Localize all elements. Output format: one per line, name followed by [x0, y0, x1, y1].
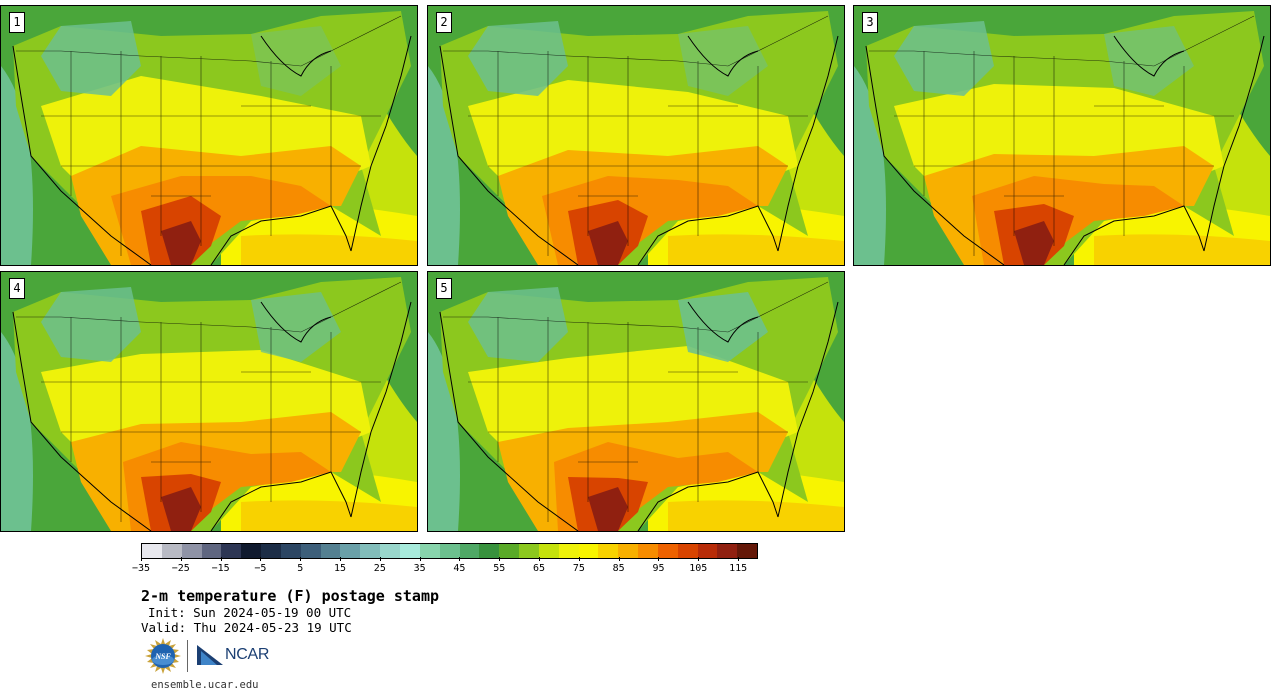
colorbar-bin — [320, 544, 341, 558]
member-4-map: 4 — [0, 271, 418, 532]
colorbar-bin — [578, 544, 599, 558]
colorbar-tick-mark — [220, 557, 222, 561]
colorbar-bin — [340, 544, 361, 558]
member-label: 5 — [436, 278, 452, 299]
colorbar-bin — [459, 544, 480, 558]
colorbar-bin — [697, 544, 718, 558]
logo-divider — [187, 640, 188, 672]
member-3-map: 3 — [853, 5, 1271, 266]
colorbar-bin — [558, 544, 579, 558]
colorbar-bin — [657, 544, 678, 558]
colorbar-bin — [399, 544, 420, 558]
colorbar-bin — [181, 544, 202, 558]
colorbar-tick-label: −35 — [131, 563, 151, 574]
colorbar-tick-mark — [459, 557, 461, 561]
colorbar-bin — [201, 544, 222, 558]
colorbar-bin — [380, 544, 400, 558]
colorbar-bin — [360, 544, 381, 558]
colorbar-bin — [598, 544, 619, 558]
colorbar-tick-mark — [738, 557, 740, 561]
colorbar-bin — [300, 544, 321, 558]
colorbar-tick-mark — [379, 557, 381, 561]
colorbar-tick-label: −5 — [254, 563, 267, 574]
colorbar-bin — [142, 544, 162, 558]
colorbar-bin — [479, 544, 500, 558]
colorbar-bin — [638, 544, 658, 558]
nsf-logo-text: NSF — [154, 652, 171, 661]
colorbar-bin — [538, 544, 559, 558]
colorbar-bin — [717, 544, 738, 558]
colorbar-tick-label: 5 — [297, 563, 304, 574]
colorbar-tick-label: 95 — [652, 563, 665, 574]
temperature-colorbar — [141, 543, 758, 559]
source-url: ensemble.ucar.edu — [151, 679, 259, 691]
member-5-map: 5 — [427, 271, 845, 532]
colorbar-bin — [261, 544, 281, 558]
member-label: 2 — [436, 12, 452, 33]
colorbar-tick-mark — [618, 557, 620, 561]
colorbar-tick-label: 65 — [533, 563, 546, 574]
colorbar-bin — [499, 544, 520, 558]
colorbar-tick-label: −15 — [211, 563, 230, 574]
colorbar-bin — [618, 544, 639, 558]
colorbar-tick-label: 85 — [612, 563, 625, 574]
colorbar-tick-mark — [300, 557, 302, 561]
colorbar-tick-mark — [419, 557, 421, 561]
colorbar-tick-label: −25 — [171, 563, 190, 574]
colorbar-tick-label: 35 — [413, 563, 426, 574]
colorbar-tick-mark — [658, 557, 660, 561]
ncar-mark-icon — [197, 645, 223, 665]
colorbar-tick-mark — [578, 557, 580, 561]
nsf-logo-icon: NSF — [145, 638, 181, 674]
colorbar-tick-mark — [340, 557, 342, 561]
colorbar-tick-label: 45 — [453, 563, 466, 574]
colorbar-tick-label: 75 — [572, 563, 585, 574]
colorbar-tick-mark — [698, 557, 700, 561]
member-label: 4 — [9, 278, 25, 299]
colorbar-bin — [439, 544, 460, 558]
colorbar-bin — [419, 544, 440, 558]
colorbar-bin — [280, 544, 301, 558]
figure-title: 2-m temperature (F) postage stamp — [141, 587, 440, 605]
colorbar-tick-mark — [539, 557, 541, 561]
valid-time: Valid: Thu 2024-05-23 19 UTC — [141, 620, 352, 635]
colorbar-tick-label: 15 — [334, 563, 347, 574]
colorbar-tick-mark — [499, 557, 501, 561]
member-2-map: 2 — [427, 5, 845, 266]
colorbar-tick-mark — [141, 557, 142, 561]
colorbar-bin — [519, 544, 539, 558]
colorbar-bin — [221, 544, 242, 558]
ncar-logo: NCAR — [197, 643, 269, 667]
colorbar-bin — [241, 544, 262, 558]
member-label: 1 — [9, 12, 25, 33]
colorbar-tick-label: 105 — [689, 563, 708, 574]
colorbar-bin — [737, 544, 758, 558]
member-label: 3 — [862, 12, 878, 33]
member-1-map: 1 — [0, 5, 418, 266]
colorbar-tick-label: 115 — [729, 563, 748, 574]
colorbar-bin — [161, 544, 182, 558]
init-time: Init: Sun 2024-05-19 00 UTC — [148, 605, 352, 620]
colorbar-tick-mark — [260, 557, 262, 561]
ncar-logo-text: NCAR — [225, 646, 270, 663]
colorbar-tick-mark — [180, 557, 182, 561]
colorbar-bin — [677, 544, 698, 558]
colorbar-tick-label: 55 — [493, 563, 506, 574]
colorbar-tick-label: 25 — [373, 563, 386, 574]
